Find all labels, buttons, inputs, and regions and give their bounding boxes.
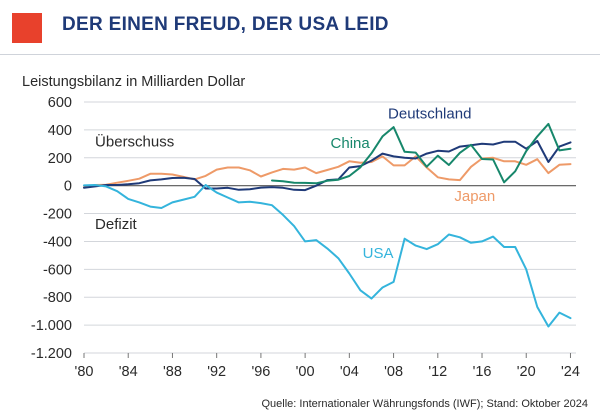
- y-axis-label: Leistungsbilanz in Milliarden Dollar: [22, 74, 245, 90]
- x-tick-label: '92: [207, 364, 226, 380]
- y-axis-ticks: 600 400 200 0 -200 -400 -600 -800 -1.000 -1.200: [31, 95, 72, 362]
- x-tick-label: '96: [251, 364, 270, 380]
- annotation: Defizit: [95, 216, 138, 233]
- y-tick-label: 200: [48, 151, 72, 167]
- annotations: Überschuss Defizit: [95, 133, 174, 233]
- x-tick-label: '88: [163, 364, 182, 380]
- y-tick-label: -1.000: [31, 318, 72, 334]
- y-tick-label: 0: [64, 179, 72, 195]
- chart-title: DER EINEN FREUD, DER USA LEID: [62, 14, 389, 35]
- x-tick-label: '00: [296, 364, 315, 380]
- brand-accent-square: [12, 13, 42, 43]
- series-labels: Japan Deutschland China USA: [331, 106, 496, 262]
- y-tick-label: -800: [43, 290, 72, 306]
- x-tick-label: '24: [561, 364, 580, 380]
- series-label-deutschland: Deutschland: [388, 106, 471, 123]
- y-tick-label: -200: [43, 207, 72, 223]
- source-note: Quelle: Internationaler Währungsfonds (I…: [262, 398, 589, 410]
- series-line-japan: [83, 155, 572, 189]
- series-line-china: [271, 122, 572, 185]
- annotation: Überschuss: [95, 133, 174, 151]
- y-tick-label: 600: [48, 95, 72, 111]
- x-tick-label: '12: [428, 364, 447, 380]
- x-tick-label: '08: [384, 364, 403, 380]
- x-tick-label: '16: [473, 364, 492, 380]
- series-label-usa: USA: [363, 245, 394, 262]
- x-tick-label: '20: [517, 364, 536, 380]
- y-tick-label: -400: [43, 234, 72, 250]
- gridlines: [84, 101, 576, 354]
- series-line-usa: [83, 184, 572, 328]
- series-label-china: China: [331, 135, 371, 152]
- x-tick-label: '84: [119, 364, 138, 380]
- x-tick-label: '04: [340, 364, 359, 380]
- y-tick-label: -1.200: [31, 346, 72, 362]
- series-label-japan: Japan: [454, 188, 495, 205]
- header-divider: [0, 54, 600, 55]
- x-axis-ticks: '80 '84 '88 '92 '96 '00 '04 '08 '12 '16 '20 '24: [75, 353, 580, 380]
- series-lines: [83, 122, 572, 328]
- x-tick-label: '80: [75, 364, 94, 380]
- y-tick-label: -600: [43, 262, 72, 278]
- y-tick-label: 400: [48, 123, 72, 139]
